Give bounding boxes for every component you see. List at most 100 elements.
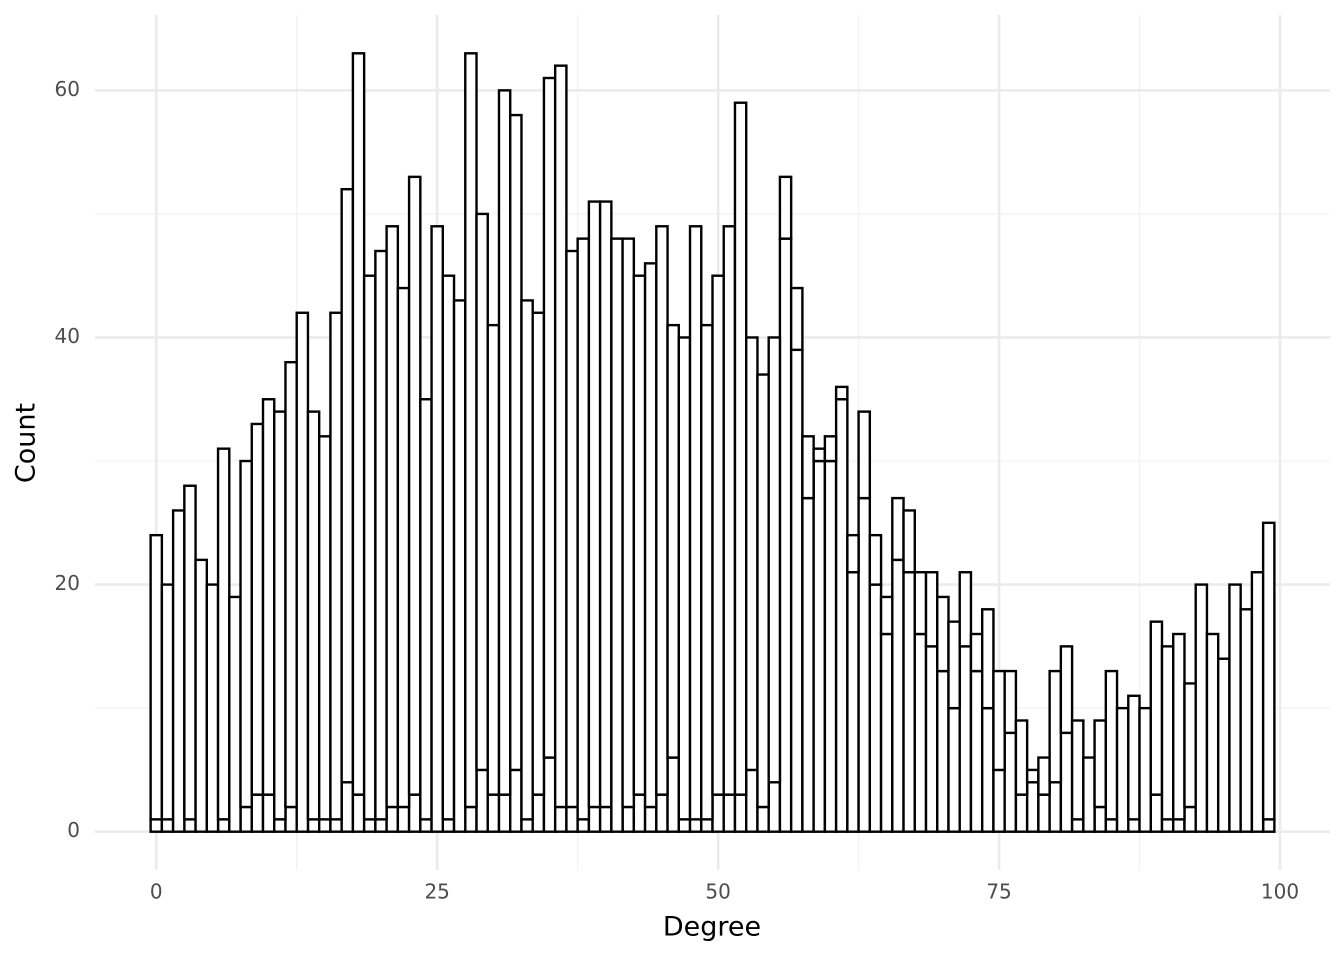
- y-tick-label: 60: [55, 77, 80, 101]
- bar-segment: [1037, 793, 1051, 833]
- bar-segment: [902, 509, 916, 574]
- bar-segment: [329, 311, 343, 821]
- bar-segment: [801, 435, 815, 500]
- bar-segment: [868, 533, 883, 586]
- bar-segment: [1093, 719, 1108, 809]
- x-tick-label: 50: [705, 880, 730, 904]
- bar-segment: [834, 398, 849, 833]
- x-axis-title: Degree: [663, 912, 761, 943]
- bar-segment: [1183, 805, 1197, 833]
- bar-segment: [700, 818, 714, 833]
- bar-segment: [1127, 818, 1141, 833]
- bar-segment: [969, 669, 984, 833]
- bar-segment: [306, 410, 321, 821]
- bar-segment: [947, 620, 961, 710]
- bar-segment: [520, 299, 534, 821]
- bar-segment: [1160, 645, 1175, 821]
- bar-segment: [879, 632, 894, 833]
- bar-segment: [250, 422, 265, 796]
- bar-segment: [273, 818, 287, 833]
- bar-segment: [834, 385, 849, 401]
- bar-segment: [1048, 781, 1063, 833]
- y-tick-label: 0: [67, 818, 80, 842]
- bar-segment: [666, 323, 680, 759]
- bar-segment: [396, 805, 411, 833]
- bar-segment: [261, 398, 276, 796]
- bar-segment: [542, 76, 557, 759]
- bar-segment: [711, 274, 725, 796]
- bar-segment: [239, 805, 253, 833]
- bar-segment: [362, 274, 377, 821]
- bar-segment: [1014, 793, 1029, 833]
- bar-segment: [1048, 669, 1063, 784]
- bar-segment: [1003, 731, 1018, 833]
- bar-segment: [947, 706, 961, 833]
- bar-segment: [733, 101, 748, 796]
- bar-segment: [767, 336, 782, 784]
- bar-segment: [149, 818, 164, 833]
- x-tick-label: 0: [150, 880, 163, 904]
- bar-segment: [1127, 694, 1141, 821]
- bar-segment: [756, 805, 770, 833]
- x-tick-label: 75: [986, 880, 1011, 904]
- bar-segment: [1250, 571, 1265, 833]
- bar-segment: [778, 175, 793, 240]
- bar-segment: [351, 52, 366, 796]
- bar-segment: [891, 496, 905, 562]
- bar-segment: [317, 818, 332, 833]
- bar-segment: [745, 768, 759, 833]
- bar-segment: [677, 818, 692, 833]
- bar-segment: [1025, 781, 1040, 833]
- bar-segment: [509, 113, 523, 772]
- bar-segment: [857, 410, 872, 500]
- bar-segment: [1205, 632, 1220, 833]
- bar-segment: [1070, 719, 1085, 821]
- bar-segment: [643, 805, 658, 833]
- y-axis-title: Count: [11, 403, 42, 483]
- bar-segment: [531, 793, 546, 833]
- bar-segment: [1059, 731, 1074, 833]
- bar-segment: [992, 669, 1006, 772]
- bar-segment: [475, 212, 489, 772]
- bar-segment: [542, 756, 557, 833]
- bar-segment: [1082, 756, 1096, 833]
- bar-segment: [598, 805, 613, 833]
- bar-segment: [722, 793, 737, 833]
- bar-segment: [587, 200, 602, 809]
- bar-segment: [1104, 669, 1119, 821]
- bar-segment: [1261, 818, 1276, 833]
- bar-segment: [194, 558, 209, 833]
- bar-segment: [655, 225, 669, 796]
- bar-segment: [205, 583, 220, 833]
- bar-segment: [419, 398, 433, 821]
- bar-segment: [1003, 669, 1018, 735]
- bar-segment: [913, 632, 928, 833]
- bar-segment: [407, 793, 422, 833]
- bar-segment: [700, 323, 714, 821]
- bar-segment: [340, 188, 355, 784]
- bar-segment: [228, 595, 242, 833]
- bar-segment: [351, 793, 366, 833]
- bar-segment: [1149, 793, 1164, 833]
- bar-segment: [329, 818, 343, 833]
- bar-segment: [385, 805, 400, 833]
- bar-segment: [1025, 768, 1040, 784]
- x-tick-label: 100: [1261, 880, 1299, 904]
- bar-segment: [160, 583, 175, 821]
- bar-segment: [475, 768, 489, 833]
- bar-segment: [767, 781, 782, 833]
- bar-segment: [711, 793, 725, 833]
- bar-segment: [430, 225, 445, 833]
- bar-segment: [936, 669, 950, 833]
- bar-segment: [801, 496, 815, 833]
- bar-segment: [1149, 620, 1164, 796]
- bar-segment: [261, 793, 276, 833]
- bar-segment: [1261, 521, 1276, 821]
- bar-segment: [362, 818, 377, 833]
- bar-segment: [868, 583, 883, 833]
- bar-segment: [1216, 657, 1231, 833]
- bar-segment: [273, 410, 287, 821]
- bar-segment: [913, 571, 928, 636]
- bar-segment: [677, 336, 692, 821]
- bar-segment: [385, 225, 400, 809]
